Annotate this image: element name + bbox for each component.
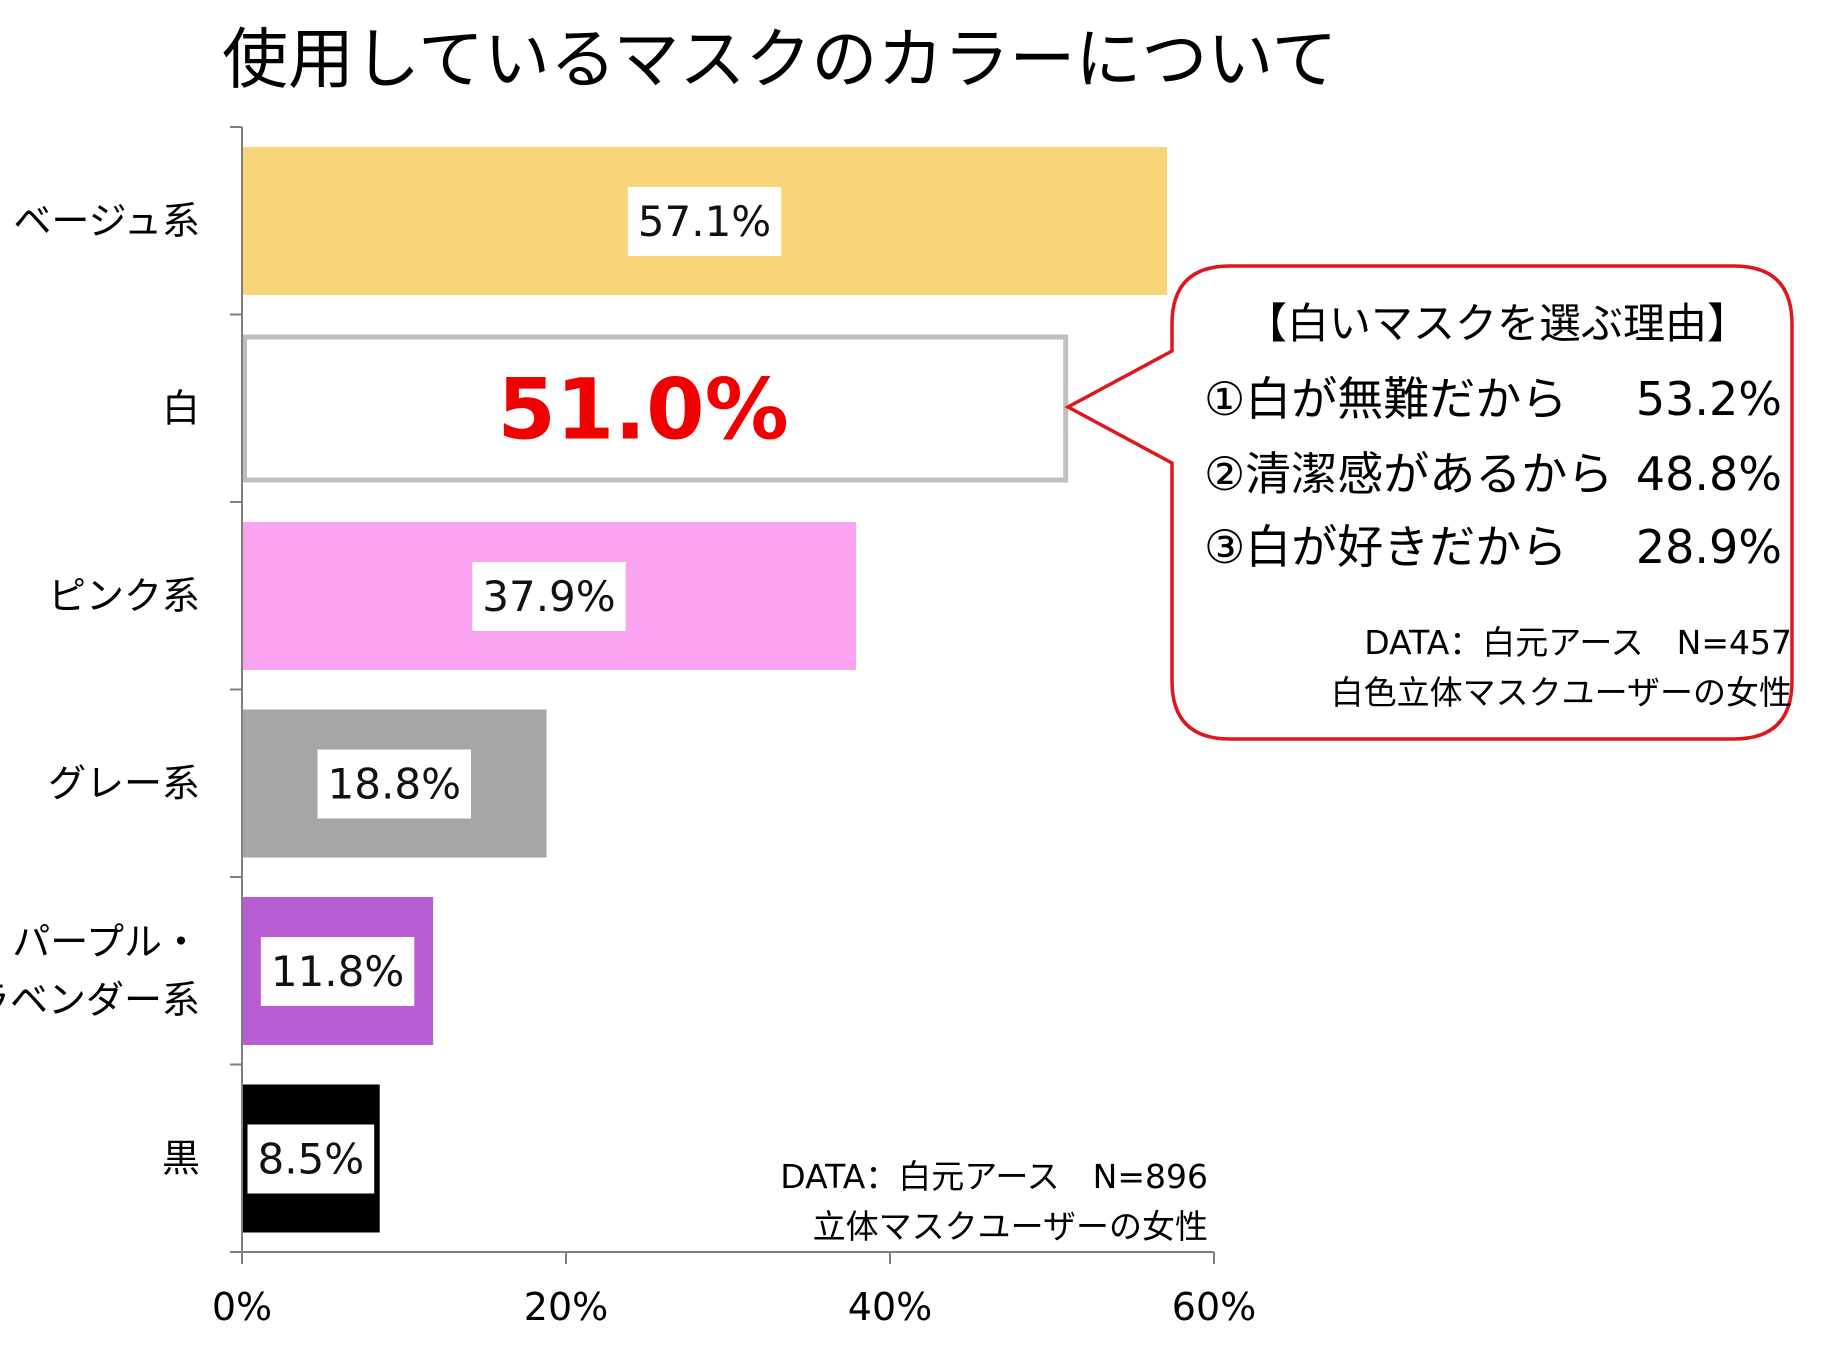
- reason-1-value: 53.2%: [1636, 372, 1782, 426]
- category-label: パープル・: [12, 920, 200, 964]
- x-tick-label: 20%: [524, 1285, 608, 1329]
- category-label: 黒: [162, 1136, 200, 1180]
- data-label-box: [627, 187, 782, 256]
- data-label-box: [247, 1124, 375, 1194]
- data-label: 51.0%: [497, 361, 788, 459]
- callout-bubble: [1064, 264, 1794, 741]
- data-label: 18.8%: [328, 760, 461, 809]
- reason-3-value: 28.9%: [1636, 520, 1782, 574]
- reason-2-label: ②清潔感があるから: [1204, 447, 1613, 501]
- category-label: 白: [162, 386, 200, 430]
- category-label: ラベンダー系: [0, 978, 200, 1022]
- chart-title: 使用しているマスクのカラーについて: [222, 21, 1337, 98]
- reason-2-value: 48.8%: [1636, 447, 1782, 501]
- reason-3-label: ③白が好きだから: [1204, 520, 1567, 574]
- x-tick-label: 0%: [212, 1285, 272, 1329]
- bar: [242, 334, 1069, 483]
- axis-layer: 0% 20% 40% 60%: [212, 126, 1256, 1329]
- x-tick-label: 40%: [848, 1285, 932, 1329]
- source-note-line-2: 立体マスクユーザーの女性: [813, 1207, 1208, 1246]
- callout-title: 【白いマスクを選ぶ理由】: [1245, 299, 1749, 348]
- category-label: ピンク系: [48, 574, 200, 618]
- data-label: 11.8%: [271, 947, 404, 996]
- data-label-box: [260, 937, 415, 1006]
- labels-layer: ベージュ系 57.1% 白 51.0% ピンク系 37.9% グレー系 18.8% パープル・ラ…: [0, 187, 789, 1194]
- x-tick-label: 60%: [1172, 1285, 1256, 1329]
- source-note-line-1: DATA：白元アース N=896: [780, 1157, 1208, 1196]
- category-label: ベージュ系: [13, 199, 200, 243]
- data-label: 37.9%: [482, 572, 615, 621]
- callout-source-line-1: DATA：白元アース N=457: [1364, 623, 1792, 662]
- data-label-box: [317, 749, 471, 819]
- data-label-box: [472, 562, 626, 631]
- reason-1-label: ①白が無難だから: [1204, 372, 1567, 426]
- category-label: グレー系: [48, 761, 200, 805]
- bars-layer: [242, 147, 1168, 1233]
- data-label: 57.1%: [638, 197, 771, 246]
- callout-source-line-2: 白色立体マスクユーザーの女性: [1331, 673, 1792, 712]
- white-reasons-callout: 【白いマスクを選ぶ理由】 ①白が無難だから 53.2% ②清潔感があるから 48…: [1064, 264, 1794, 741]
- data-label: 8.5%: [257, 1135, 364, 1184]
